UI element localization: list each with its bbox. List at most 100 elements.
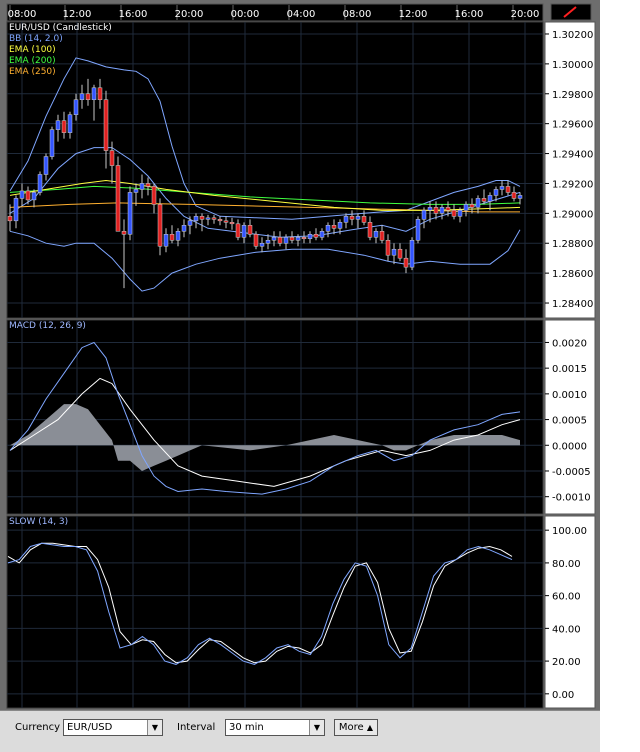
candle	[157, 204, 163, 247]
candle	[115, 165, 121, 232]
more-label: More	[338, 722, 364, 733]
candle	[415, 219, 421, 241]
candle	[49, 129, 55, 157]
legend-entry: EMA (250)	[9, 67, 56, 77]
candle	[265, 240, 271, 244]
slow-axis	[544, 515, 596, 709]
candle	[55, 120, 61, 130]
macd-tick-label: 0.0015	[552, 364, 587, 375]
interval-select[interactable]: 30 min ▼	[225, 719, 325, 736]
macd-tick-label: 0.0005	[552, 416, 587, 427]
candle	[397, 248, 403, 259]
price-tick-label: 1.29600	[552, 120, 593, 131]
price-tick-label: 1.28800	[552, 239, 593, 250]
price-tick-label: 1.28400	[552, 299, 593, 310]
candle	[511, 192, 517, 199]
more-button[interactable]: More ▲	[334, 719, 378, 736]
candle	[421, 210, 427, 220]
slow-tick-label: 40.00	[552, 624, 581, 635]
slow-tick-label: 20.00	[552, 657, 581, 668]
chart-app: 08:00 12:00 16:00 20:00 00:00 04:00 08:00 12:00…	[0, 0, 600, 752]
candle	[97, 87, 103, 100]
candle	[325, 225, 331, 232]
candle	[487, 195, 493, 202]
time-label: 16:00	[119, 9, 148, 20]
draw-tool-icon[interactable]	[550, 3, 592, 21]
time-label: 08:00	[8, 9, 37, 20]
control-bar: Currency EUR/USD ▼ Interval 30 min ▼ Mor…	[0, 710, 600, 752]
macd-tick-label: -0.0005	[552, 467, 591, 478]
candle	[235, 223, 241, 238]
slow-tick-label: 60.00	[552, 592, 581, 603]
candle	[343, 216, 349, 223]
candle	[187, 220, 193, 226]
time-label: 20:00	[511, 9, 540, 20]
macd-tick-label: 0.0000	[552, 441, 587, 452]
candle	[475, 198, 481, 208]
price-tick-label: 1.30000	[552, 60, 593, 71]
price-tick-label: 1.29000	[552, 209, 593, 220]
ema-200-line	[9, 185, 521, 205]
chevron-down-icon[interactable]: ▼	[309, 720, 324, 735]
interval-label: Interval	[177, 722, 216, 733]
candle	[319, 231, 325, 238]
interval-value: 30 min	[229, 722, 264, 733]
candle	[151, 186, 157, 205]
candle	[91, 87, 97, 100]
candle	[199, 216, 205, 220]
slow-tick-label: 0.00	[552, 690, 574, 701]
time-axis-strip	[6, 3, 544, 22]
candle	[217, 219, 223, 222]
candle	[391, 248, 397, 256]
candle	[355, 216, 361, 220]
candle	[439, 207, 445, 214]
candle	[193, 216, 199, 222]
macd-title: MACD (12, 26, 9)	[9, 321, 86, 331]
chevron-down-icon[interactable]: ▼	[147, 720, 162, 735]
chart-canvas: 08:00 12:00 16:00 20:00 00:00 04:00 08:00 12:00…	[6, 3, 596, 709]
time-label: 04:00	[287, 9, 316, 20]
candle	[283, 237, 289, 244]
candle	[277, 237, 283, 244]
time-label: 20:00	[175, 9, 204, 20]
candle	[205, 217, 211, 220]
candle	[451, 210, 457, 217]
candle	[61, 120, 67, 133]
candle	[169, 234, 175, 241]
candle	[121, 231, 127, 235]
candle	[175, 231, 181, 241]
legend-entry: EMA (200)	[9, 56, 56, 66]
candle	[433, 207, 439, 214]
price-pane	[6, 21, 544, 319]
candle	[163, 234, 169, 247]
macd-tick-label: 0.0010	[552, 390, 587, 401]
candle	[499, 186, 505, 190]
candle	[313, 234, 319, 238]
candle	[103, 99, 109, 151]
candle	[181, 225, 187, 232]
candle	[445, 207, 451, 211]
candle	[505, 186, 511, 193]
candle	[409, 240, 415, 268]
candle	[289, 237, 295, 241]
candle	[457, 210, 463, 217]
candle	[145, 183, 151, 187]
candle	[379, 231, 385, 241]
time-label: 12:00	[399, 9, 428, 20]
macd-pane	[6, 319, 544, 515]
candle	[295, 237, 301, 241]
slow-pane	[6, 515, 544, 709]
candle	[253, 234, 259, 247]
candle	[79, 93, 85, 100]
legend-entry: EMA (100)	[9, 45, 56, 55]
candle	[349, 216, 355, 220]
bb-upper-line	[9, 57, 521, 220]
price-axis	[544, 21, 596, 319]
currency-select[interactable]: EUR/USD ▼	[63, 719, 163, 736]
candle	[361, 216, 367, 223]
candle	[403, 257, 409, 268]
time-label: 00:00	[231, 9, 260, 20]
macd-tick-label: -0.0010	[552, 493, 591, 504]
candle	[307, 234, 313, 240]
candle	[31, 192, 37, 201]
